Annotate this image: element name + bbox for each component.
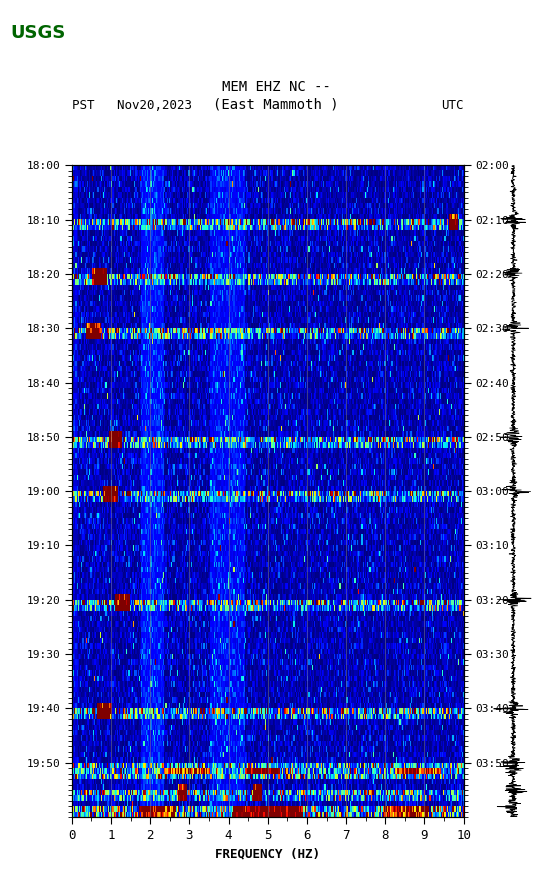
X-axis label: FREQUENCY (HZ): FREQUENCY (HZ)	[215, 847, 320, 861]
Text: MEM EHZ NC --: MEM EHZ NC --	[221, 79, 331, 94]
Text: PST   Nov20,2023: PST Nov20,2023	[72, 98, 192, 112]
Text: (East Mammoth ): (East Mammoth )	[213, 97, 339, 112]
Text: UTC: UTC	[441, 98, 464, 112]
Text: USGS: USGS	[10, 24, 66, 43]
